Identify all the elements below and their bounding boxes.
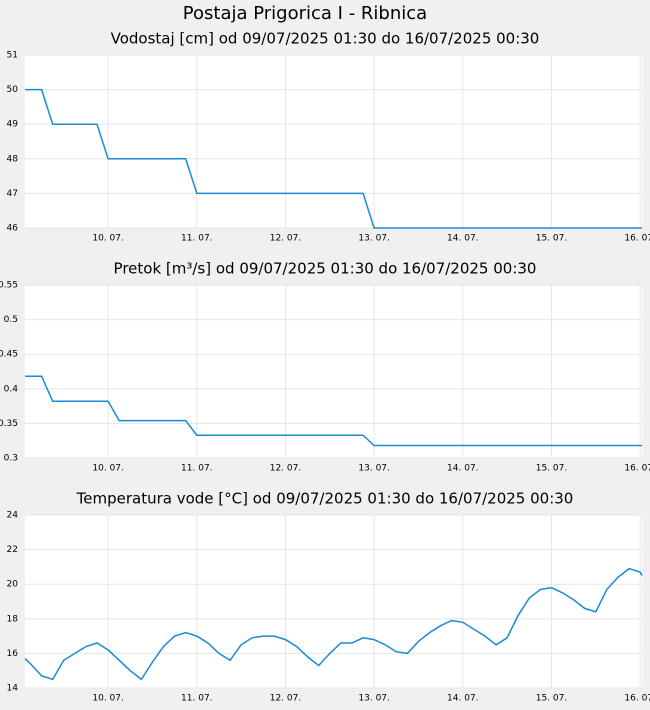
x-tick-label: 11. 07.: [181, 694, 213, 704]
x-tick-label: 13. 07.: [358, 464, 390, 474]
x-tick-label: 15. 07.: [536, 234, 568, 244]
x-tick-label: 13. 07.: [358, 694, 390, 704]
y-tick-label: 0.45: [0, 350, 18, 360]
chart-title: Temperatura vode [°C] od 09/07/2025 01:3…: [76, 490, 574, 508]
x-tick-label: 12. 07.: [270, 464, 302, 474]
y-tick-label: 0.3: [4, 454, 18, 464]
x-tick-label: 16. 07.: [624, 234, 650, 244]
y-tick-label: 50: [7, 85, 19, 95]
y-tick-label: 14: [7, 684, 19, 694]
x-tick-label: 10. 07.: [92, 234, 124, 244]
x-tick-label: 14. 07.: [447, 694, 479, 704]
data-line: [25, 88, 642, 229]
y-tick-label: 22: [7, 545, 18, 555]
y-tick-label: 49: [7, 120, 19, 130]
y-tick-label: 46: [7, 224, 19, 234]
y-tick-label: 0.55: [0, 281, 18, 291]
plot-area: [25, 515, 642, 688]
x-tick-label: 10. 07.: [92, 464, 124, 474]
plot-area: [25, 285, 642, 458]
y-tick-label: 47: [7, 189, 18, 199]
x-tick-label: 16. 07.: [624, 464, 650, 474]
plot-area: [25, 55, 642, 228]
chart-title: Pretok [m³/s] od 09/07/2025 01:30 do 16/…: [114, 260, 537, 278]
y-tick-label: 24: [7, 511, 19, 521]
x-tick-label: 13. 07.: [358, 234, 390, 244]
x-tick-label: 11. 07.: [181, 234, 213, 244]
x-tick-label: 15. 07.: [536, 464, 568, 474]
x-tick-label: 16. 07.: [624, 694, 650, 704]
data-line: [24, 567, 643, 681]
y-tick-label: 51: [7, 51, 18, 61]
page-title: Postaja Prigorica I - Ribnica: [183, 3, 427, 24]
y-tick-label: 48: [7, 154, 19, 164]
x-tick-label: 10. 07.: [92, 694, 124, 704]
y-tick-label: 20: [7, 580, 19, 590]
y-tick-label: 0.5: [4, 315, 18, 325]
chart-title: Vodostaj [cm] od 09/07/2025 01:30 do 16/…: [111, 30, 540, 48]
x-tick-label: 12. 07.: [270, 234, 302, 244]
y-tick-label: 18: [7, 614, 19, 624]
x-tick-label: 15. 07.: [536, 694, 568, 704]
data-line: [25, 375, 642, 447]
y-tick-label: 0.4: [4, 384, 19, 394]
x-tick-label: 14. 07.: [447, 464, 479, 474]
y-tick-label: 0.35: [0, 419, 18, 429]
x-tick-label: 12. 07.: [270, 694, 302, 704]
x-tick-label: 11. 07.: [181, 464, 213, 474]
x-tick-label: 14. 07.: [447, 234, 479, 244]
y-tick-label: 16: [7, 649, 19, 659]
